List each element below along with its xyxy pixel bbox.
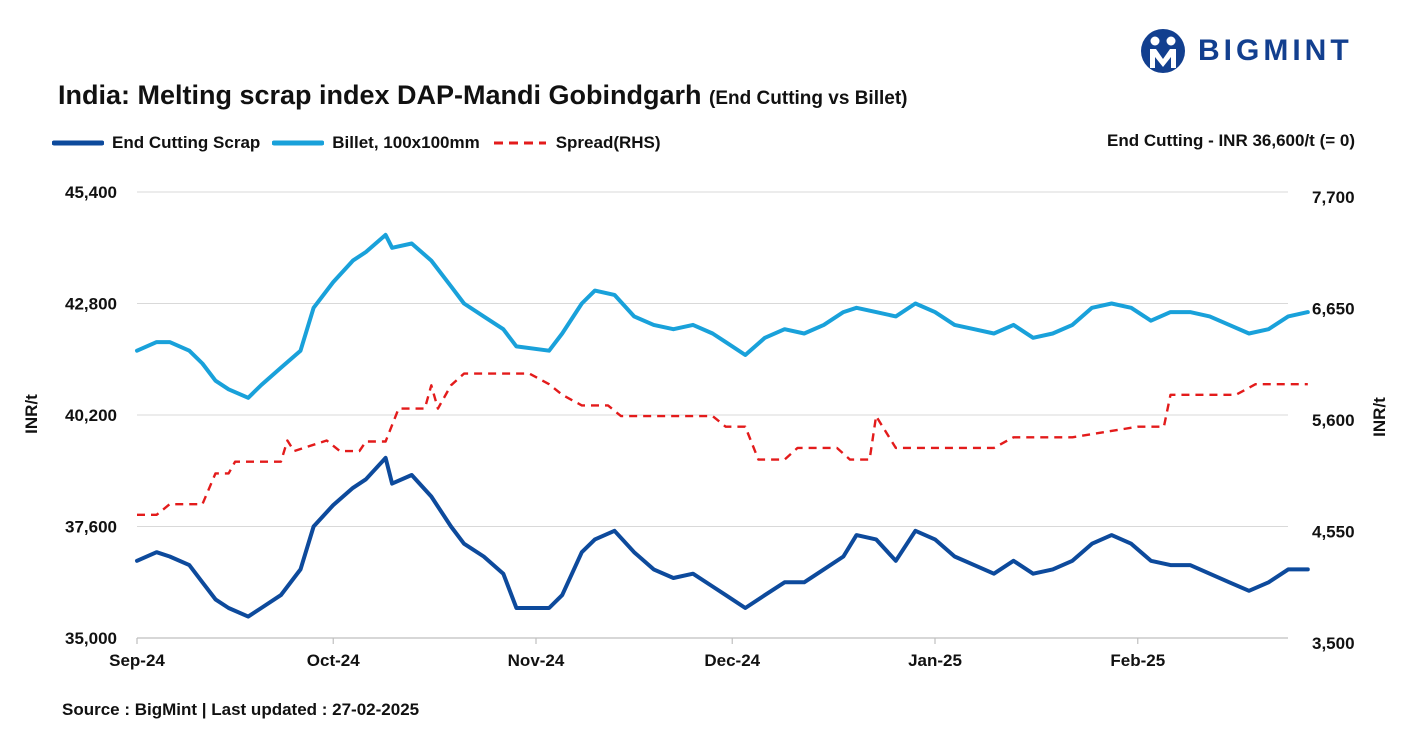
tick-labels: 35,000 3,500 37,600 4,550 40,200 5,600 42,800 6… <box>65 183 1355 670</box>
y-left-axis-title: INR/t <box>22 394 41 434</box>
x-tick-label: Sep-24 <box>109 651 165 670</box>
legend-label-spread: Spread(RHS) <box>555 133 661 152</box>
x-tick-label: Oct-24 <box>307 651 360 670</box>
legend-label-billet: Billet, 100x100mm <box>332 133 480 152</box>
legend-swatch-billet <box>272 140 325 146</box>
series-lines <box>135 232 1310 619</box>
gridlines <box>137 191 1288 527</box>
legend-item-end-cutting: End Cutting Scrap <box>52 133 260 153</box>
y-left-tick-label: 40,200 <box>65 406 117 425</box>
bigmint-logo-icon <box>1141 29 1185 73</box>
axes <box>136 637 1288 644</box>
y-left-tick-label: 37,600 <box>65 518 117 537</box>
y-left-tick-label: 42,800 <box>65 295 117 314</box>
y-left-tick-label: 35,000 <box>65 629 117 648</box>
y-left-tick-label: 45,400 <box>65 183 117 202</box>
x-tick-label: Dec-24 <box>704 651 760 670</box>
legend-swatch-spread <box>493 141 546 145</box>
logo-text: BIGMINT <box>1198 34 1353 67</box>
series-line-spread <box>137 372 1308 516</box>
series-line-end-cutting-scrap <box>135 455 1310 619</box>
legend-label-end-cutting: End Cutting Scrap <box>112 133 261 152</box>
bigmint-logo: BIGMINT <box>1140 28 1380 76</box>
chart-title: India: Melting scrap index DAP-Mandi Gob… <box>58 80 907 111</box>
y-right-tick-label: 5,600 <box>1312 411 1355 430</box>
legend-item-spread: Spread(RHS) <box>492 133 661 153</box>
series-line-billet <box>135 232 1310 400</box>
legend: End Cutting Scrap Billet, 100x100mm Spre… <box>52 132 661 154</box>
legend-swatch-end-cutting <box>52 140 104 146</box>
y-right-tick-label: 4,550 <box>1312 523 1355 542</box>
y-right-tick-label: 6,650 <box>1312 300 1355 319</box>
x-tick-label: Nov-24 <box>508 651 565 670</box>
x-tick-label: Jan-25 <box>908 651 962 670</box>
y-right-axis-title: INR/t <box>1370 397 1389 437</box>
legend-item-billet: Billet, 100x100mm <box>272 133 480 153</box>
y-right-tick-label: 7,700 <box>1312 188 1355 207</box>
chart-title-sub: (End Cutting vs Billet) <box>709 88 908 109</box>
y-right-tick-label: 3,500 <box>1312 634 1355 653</box>
chart-note: End Cutting - INR 36,600/t (= 0) <box>1107 131 1355 150</box>
x-tick-label: Feb-25 <box>1110 651 1165 670</box>
chart-title-main: India: Melting scrap index DAP-Mandi Gob… <box>58 80 702 110</box>
source-note: Source : BigMint | Last updated : 27-02-… <box>62 700 420 719</box>
